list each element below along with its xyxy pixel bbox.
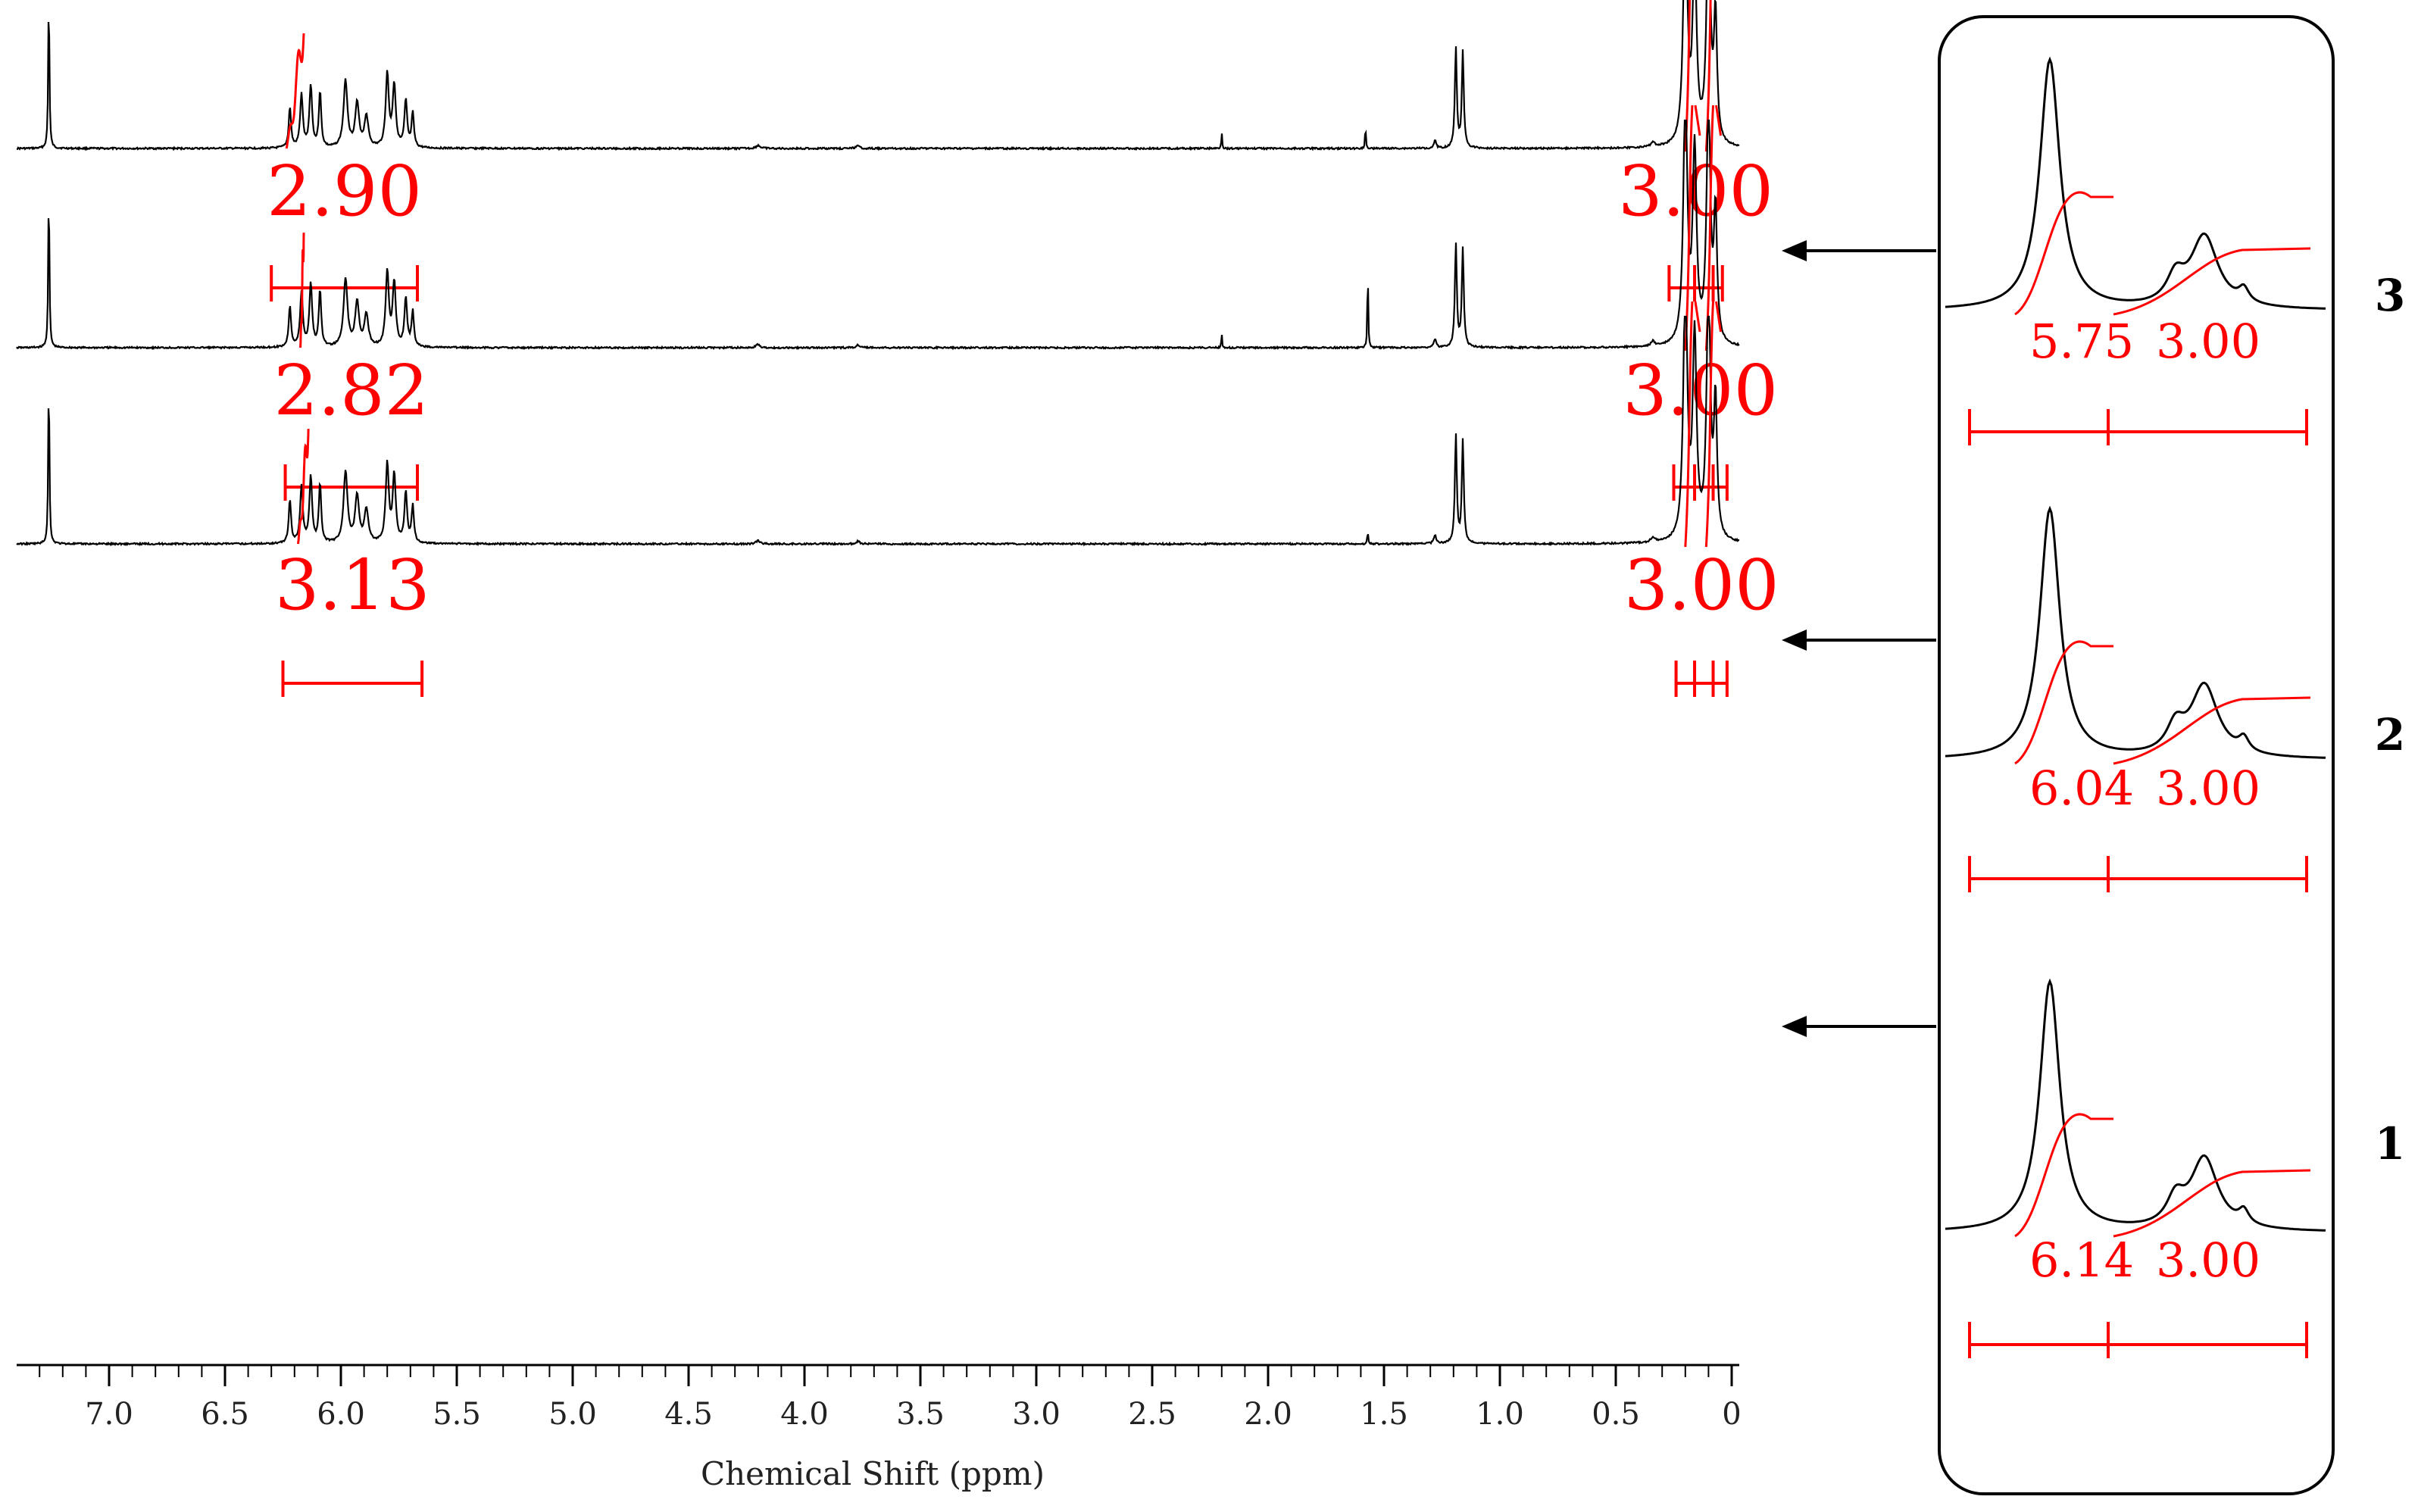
inset-integral-value: 6.14 <box>2029 1232 2134 1288</box>
integral-value: 2.90 <box>267 151 422 232</box>
x-tick-label: 5.5 <box>433 1397 481 1432</box>
integral-curve-aromatic <box>297 429 310 545</box>
x-tick-label: 2.0 <box>1244 1397 1292 1432</box>
integral-curve-aromatic <box>285 33 305 149</box>
spectrum-3: 2.90 3.00 <box>16 0 1936 301</box>
spectrum-2-trace <box>16 119 1740 351</box>
x-tick-label: 5.0 <box>548 1397 597 1432</box>
spectrum-label-3: 3 <box>2375 270 2405 321</box>
inset-integral-curve <box>2113 696 2311 765</box>
inset-trace <box>1945 56 2326 310</box>
x-tick-label: 6.5 <box>201 1397 249 1432</box>
integral-curve-methyl <box>1704 301 1715 548</box>
inset-integral-value: 6.04 <box>2029 761 2134 816</box>
integral-value: 3.00 <box>1624 545 1779 626</box>
inset-integral-value: 3.00 <box>2156 761 2260 816</box>
integral-curve-methyl <box>1704 0 1712 152</box>
spectra-layer: 2.90 3.00 2.82 3.00 3.13 3.00 <box>16 0 1936 1037</box>
inset-arrowhead <box>1782 629 1807 651</box>
inset-trace <box>1945 978 2326 1232</box>
x-axis-title: Chemical Shift (ppm) <box>701 1455 1045 1492</box>
inset-layer: 5.75 3.00 6.04 3.00 6.14 3.00 <box>1945 56 2326 1358</box>
x-tick-label: 0 <box>1722 1397 1741 1432</box>
inset-integral-value: 3.00 <box>2156 314 2260 369</box>
spectrum-3-trace <box>16 0 1740 152</box>
integral-curve-methyl <box>1684 0 1692 152</box>
inset-integral-curve <box>2113 1169 2311 1238</box>
spectrum-1: 3.13 3.00 <box>16 301 1936 1037</box>
x-tick-label: 1.0 <box>1476 1397 1524 1432</box>
integral-curve-methyl-tail <box>1715 105 1723 136</box>
inset-integral-curve <box>2014 191 2113 316</box>
integral-bracket <box>1674 661 1729 697</box>
inset-integral-value: 5.75 <box>2029 314 2134 369</box>
spectrum-2: 2.82 3.00 <box>16 105 1936 651</box>
spectrum-1-trace <box>16 315 1740 547</box>
integral-curve-methyl-tail <box>1694 105 1701 136</box>
spectrum-labels: 3 2 1 <box>2375 270 2405 1170</box>
integral-curve-methyl-tail <box>1694 301 1701 333</box>
spectrum-label-1: 1 <box>2375 1118 2405 1170</box>
inset-integral-curve <box>2014 1113 2113 1238</box>
integral-bracket <box>1667 265 1724 301</box>
integral-value: 2.82 <box>273 350 429 431</box>
inset-integral-value: 3.00 <box>2156 1232 2260 1288</box>
x-tick-label: 7.0 <box>85 1397 133 1432</box>
integral-value: 3.13 <box>275 545 430 626</box>
x-tick-label: 6.0 <box>317 1397 365 1432</box>
inset-arrowhead <box>1782 1016 1807 1037</box>
x-tick-label: 1.5 <box>1360 1397 1408 1432</box>
inset-2: 6.04 3.00 <box>1945 505 2326 892</box>
spectrum-label-2: 2 <box>2375 709 2405 761</box>
x-tick-label: 0.5 <box>1592 1397 1640 1432</box>
inset-integral-curve <box>2113 247 2311 316</box>
inset-3: 5.75 3.00 <box>1945 56 2326 445</box>
inset-panel <box>1938 15 2335 1495</box>
x-tick-label: 4.0 <box>780 1397 829 1432</box>
inset-trace <box>1945 505 2326 759</box>
integral-bracket <box>281 661 424 697</box>
integral-curve-methyl-tail <box>1715 301 1723 333</box>
x-tick-label: 2.5 <box>1128 1397 1176 1432</box>
x-tick-label: 3.5 <box>896 1397 945 1432</box>
inset-integral-curve <box>2014 640 2113 765</box>
integral-value: 3.00 <box>1623 350 1778 431</box>
x-tick-label: 3.0 <box>1012 1397 1061 1432</box>
x-axis: 7.0 6.5 6.0 5.5 5.0 4.5 4.0 3.5 3.0 2.5 2.0 1.5 1.0 0… <box>17 1364 1742 1432</box>
integral-curve-methyl <box>1684 301 1694 548</box>
inset-arrowhead <box>1782 240 1807 261</box>
x-tick-label: 4.5 <box>664 1397 713 1432</box>
integral-curve-aromatic <box>299 233 305 348</box>
inset-1: 6.14 3.00 <box>1945 978 2326 1358</box>
